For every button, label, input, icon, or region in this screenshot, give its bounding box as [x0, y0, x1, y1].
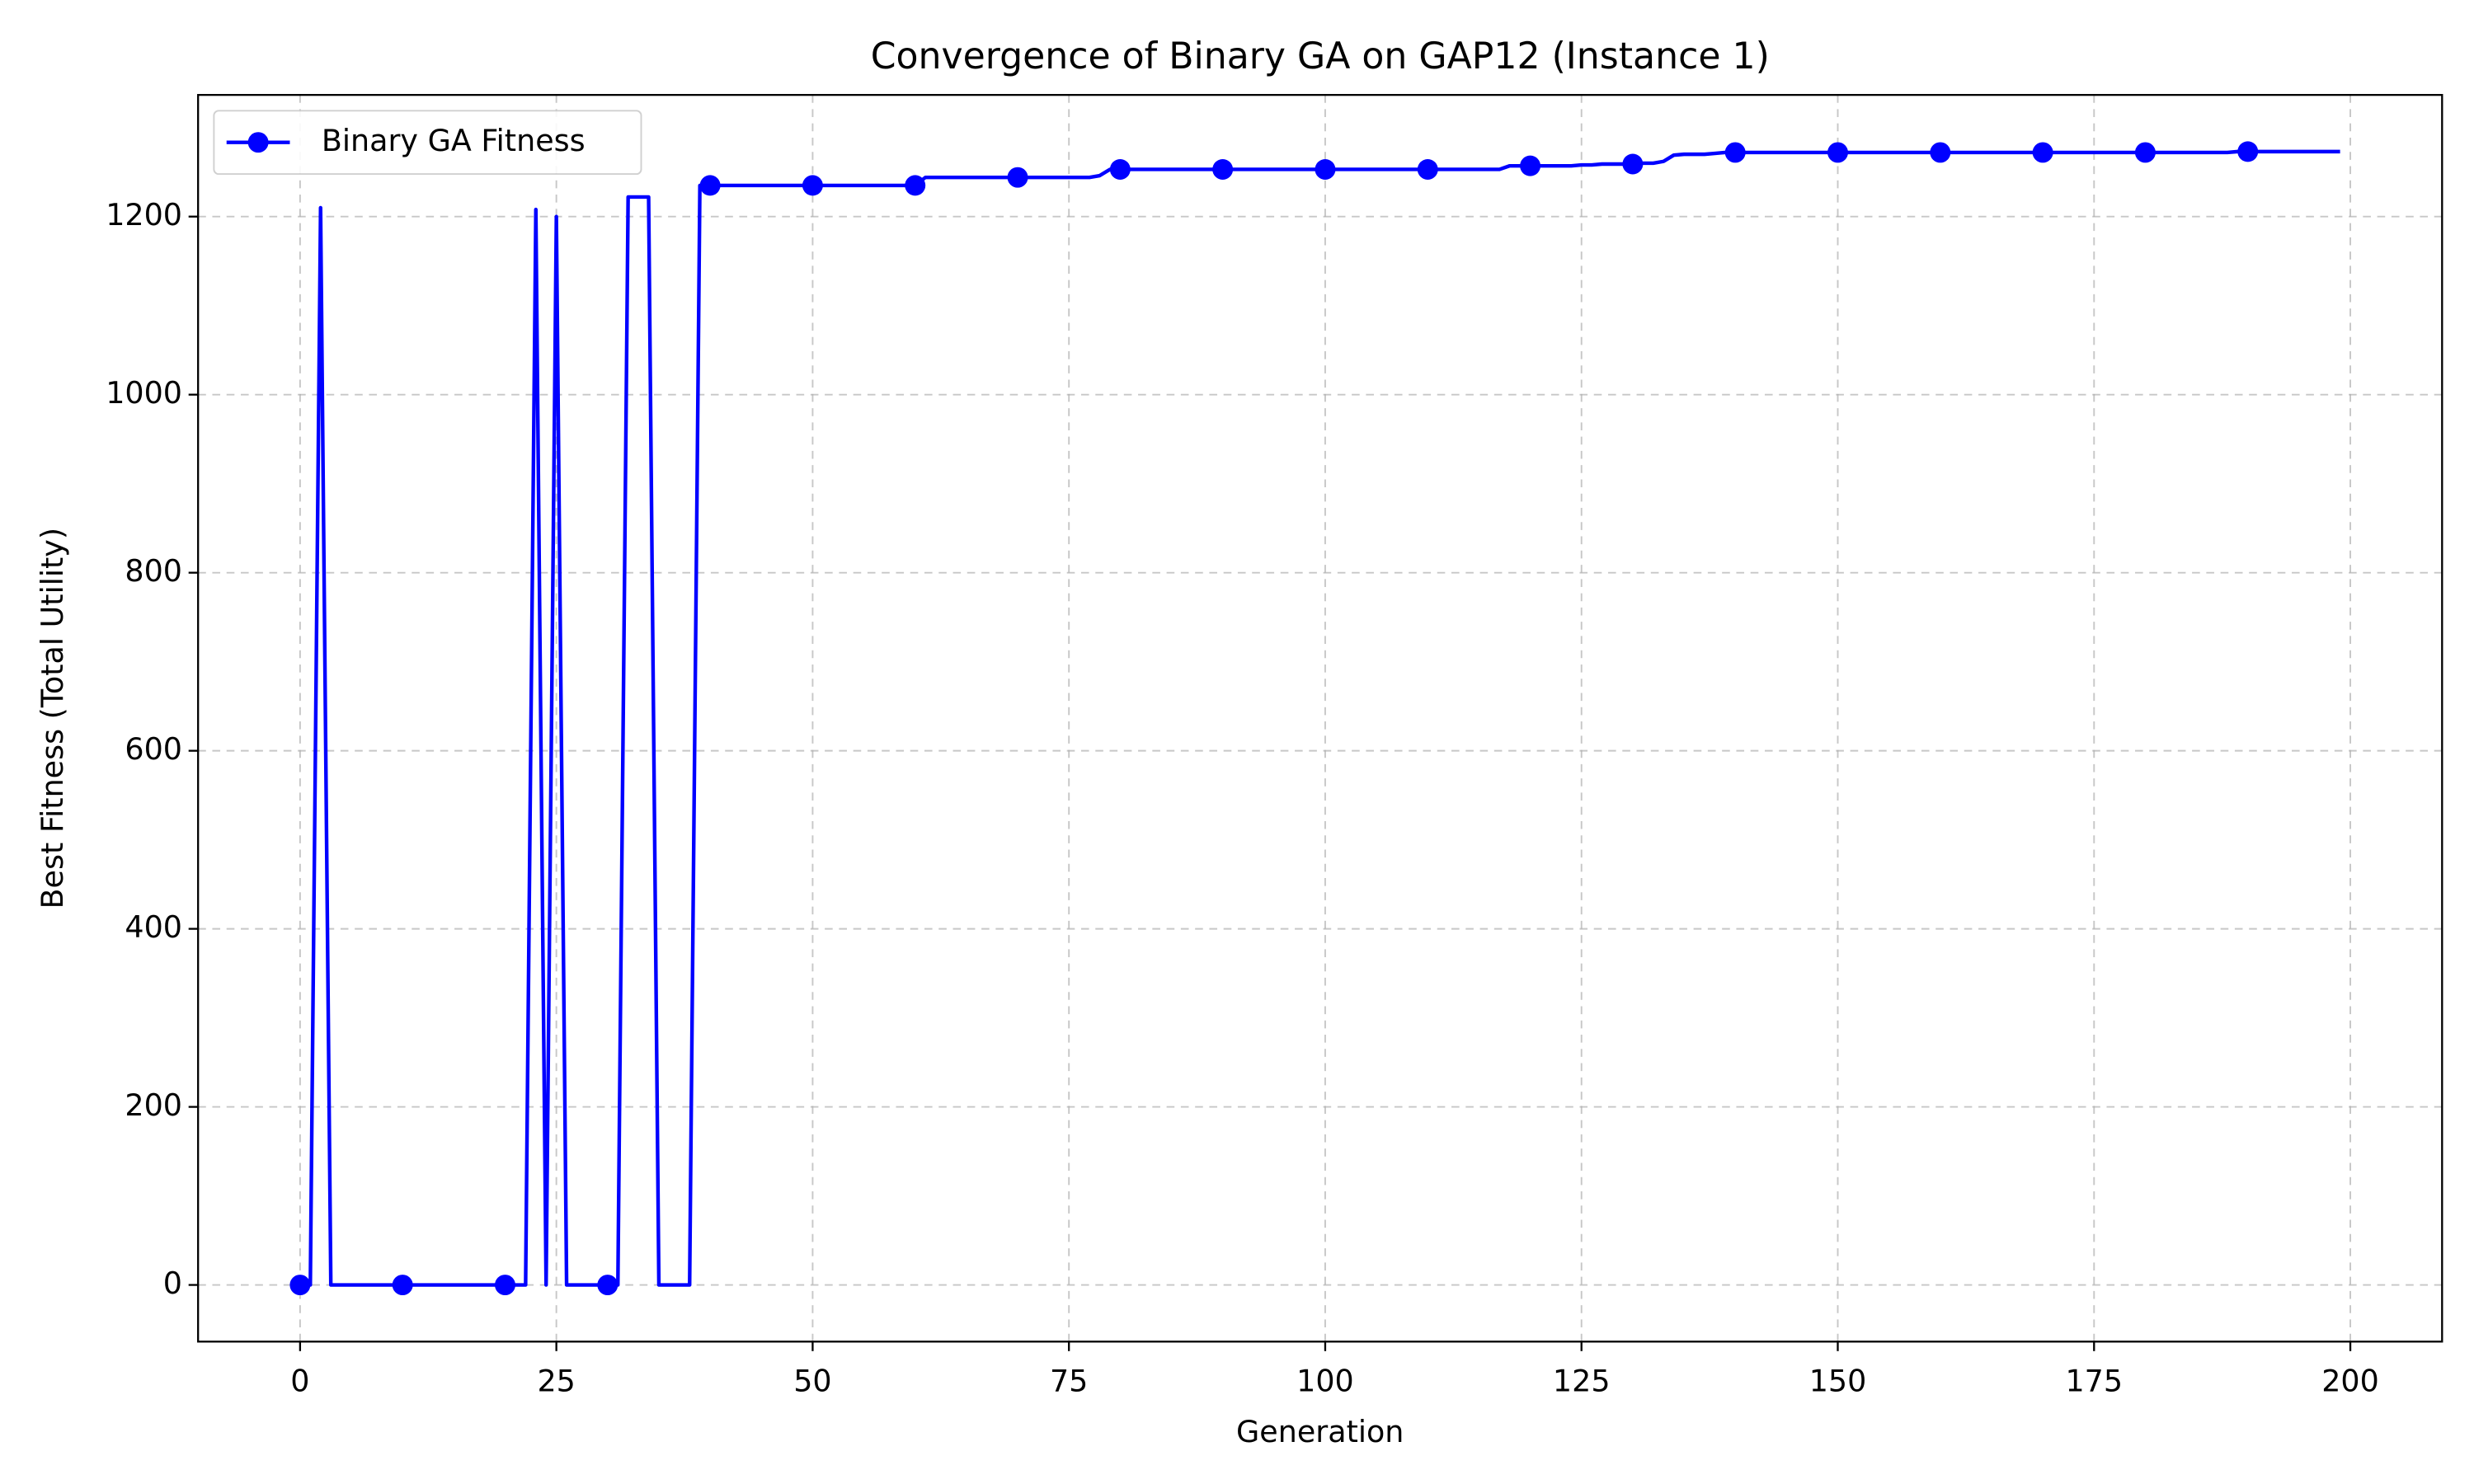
data-point	[1212, 158, 1234, 180]
x-tick-label: 0	[290, 1364, 309, 1399]
legend-marker	[247, 132, 269, 153]
data-point	[1724, 142, 1746, 163]
data-point	[2237, 141, 2259, 162]
data-point	[2134, 142, 2156, 163]
data-point	[699, 175, 721, 196]
data-point	[597, 1275, 618, 1296]
data-point	[495, 1275, 515, 1296]
data-point	[802, 175, 823, 196]
y-tick-label: 0	[163, 1266, 182, 1301]
x-axis-label: Generation	[1236, 1414, 1404, 1449]
data-point	[1109, 158, 1131, 180]
data-point	[905, 175, 926, 196]
y-tick-label: 1200	[106, 197, 182, 232]
x-tick-label: 50	[793, 1364, 831, 1399]
legend: Binary GA Fitness	[213, 110, 642, 176]
data-point	[392, 1275, 413, 1296]
y-tick-label: 1000	[106, 375, 182, 411]
y-tick-label: 200	[125, 1087, 182, 1123]
x-tick-label: 100	[1296, 1364, 1354, 1399]
legend-label: Binary GA Fitness	[322, 123, 586, 158]
x-tick-label: 125	[1553, 1364, 1611, 1399]
data-point	[2032, 142, 2053, 163]
x-tick-label: 200	[2321, 1364, 2379, 1399]
data-point	[1007, 167, 1028, 188]
y-tick-label: 800	[125, 553, 182, 589]
chart-title: Convergence of Binary GA on GAP12 (Insta…	[871, 35, 1770, 77]
data-point	[1930, 142, 1951, 163]
data-point	[1520, 155, 1541, 176]
x-tick-label: 75	[1050, 1364, 1088, 1399]
x-tick-label: 150	[1809, 1364, 1867, 1399]
y-tick-label: 600	[125, 731, 182, 767]
y-tick-label: 400	[125, 909, 182, 945]
x-tick-label: 175	[2065, 1364, 2123, 1399]
legend-box	[213, 110, 642, 176]
data-point	[1622, 153, 1644, 175]
data-point	[1827, 142, 1848, 163]
data-point	[1315, 158, 1336, 180]
plot-frame	[197, 93, 2443, 1343]
data-point	[1417, 158, 1438, 180]
x-tick-label: 25	[537, 1364, 575, 1399]
y-axis-label: Best Fitness (Total Utility)	[35, 528, 70, 909]
data-point	[289, 1275, 311, 1296]
